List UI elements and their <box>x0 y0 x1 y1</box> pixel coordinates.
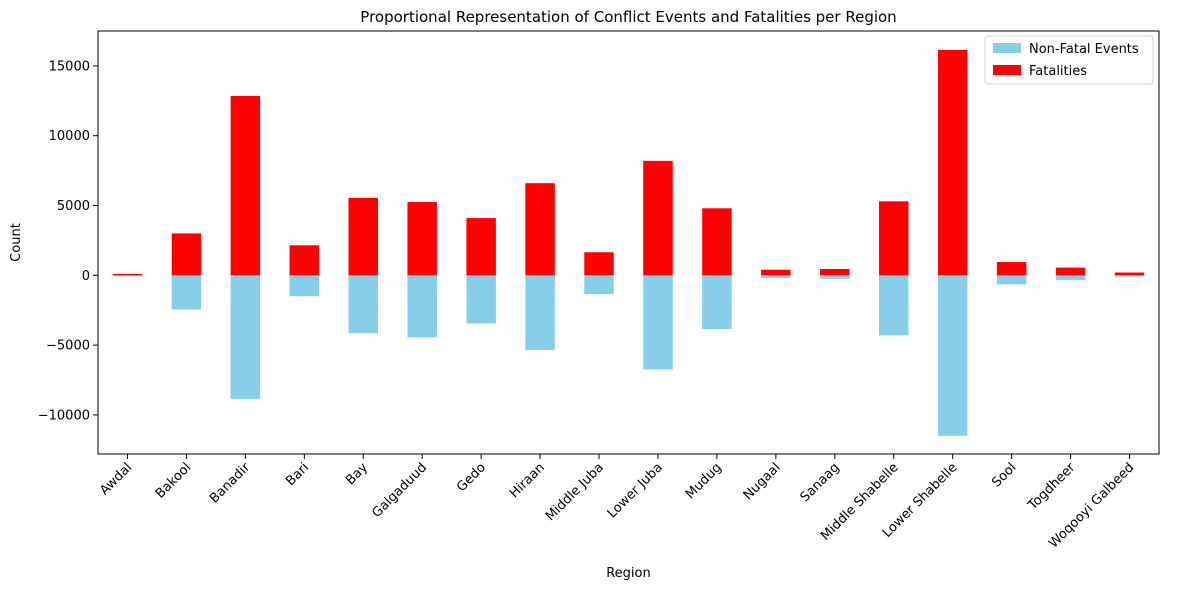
bar-non-fatal-events-bay <box>348 275 378 334</box>
x-tick-label: Sool <box>989 460 1019 490</box>
bar-fatalities-middle-juba <box>584 252 614 276</box>
bar-fatalities-gedo <box>466 218 496 276</box>
bar-non-fatal-events-awdal <box>112 275 143 277</box>
y-tick-label: 15000 <box>49 59 90 74</box>
bar-non-fatal-events-togdheer <box>1055 275 1086 281</box>
y-axis-title: Count <box>9 223 24 262</box>
bar-non-fatal-events-galgaduud <box>407 275 437 338</box>
legend-label-non-fatal-events: Non-Fatal Events <box>1029 42 1139 57</box>
y-tick-label: −10000 <box>38 408 90 423</box>
bar-non-fatal-events-lower-juba <box>643 275 673 370</box>
legend: Non-Fatal Events Fatalities <box>984 35 1154 85</box>
legend-swatch-non-fatal-events <box>993 43 1021 53</box>
x-tick-label: Galgaduud <box>369 460 430 521</box>
bars-group <box>112 49 1145 436</box>
x-tick-label: Bari <box>283 460 312 489</box>
bar-non-fatal-events-woqooyi-galbeed <box>1114 275 1145 277</box>
bar-fatalities-sool <box>996 262 1027 276</box>
x-tick-label: Sanaag <box>798 460 843 505</box>
bar-non-fatal-events-middle-shabelle <box>879 275 909 336</box>
x-tick-label: Awdal <box>97 460 135 498</box>
bar-non-fatal-events-bari <box>289 275 320 297</box>
bar-fatalities-lower-shabelle <box>937 49 968 276</box>
y-tick-label: 10000 <box>49 129 90 144</box>
bar-fatalities-sanaag <box>820 269 850 276</box>
bar-non-fatal-events-gedo <box>466 275 496 324</box>
bar-non-fatal-events-hiraan <box>525 275 555 350</box>
y-axis: −10000 −5000 0 5000 10000 15000 <box>38 59 98 423</box>
x-tick-label: Middle Juba <box>543 460 607 524</box>
x-tick-label: Bay <box>343 460 371 488</box>
x-tick-label: Hiraan <box>507 460 548 501</box>
bar-non-fatal-events-mudug <box>702 275 732 330</box>
x-axis-title: Region <box>606 566 651 581</box>
legend-label-fatalities: Fatalities <box>1029 64 1087 79</box>
bar-fatalities-middle-shabelle <box>879 201 909 276</box>
x-tick-label: Bakool <box>153 460 194 501</box>
bar-non-fatal-events-banadir <box>230 275 261 399</box>
bar-fatalities-bakool <box>171 233 202 276</box>
x-tick-label: Lower Juba <box>605 460 666 521</box>
bar-non-fatal-events-lower-shabelle <box>937 275 968 436</box>
bar-fatalities-lower-juba <box>643 160 673 276</box>
x-tick-label: Banadir <box>207 460 254 507</box>
bar-fatalities-woqooyi-galbeed <box>1114 272 1145 276</box>
bar-non-fatal-events-bakool <box>171 275 202 310</box>
bar-fatalities-galgaduud <box>407 202 437 276</box>
x-tick-label: Gedo <box>454 460 489 495</box>
legend-swatch-fatalities <box>993 65 1021 75</box>
x-tick-label: Togdheer <box>1025 460 1079 514</box>
bar-fatalities-togdheer <box>1055 267 1086 276</box>
bar-fatalities-hiraan <box>525 183 555 276</box>
bar-non-fatal-events-nugaal <box>761 275 791 279</box>
x-tick-label: Mudug <box>683 460 725 502</box>
bar-fatalities-mudug <box>702 208 732 276</box>
y-tick-label: −5000 <box>46 339 90 354</box>
bar-non-fatal-events-middle-juba <box>584 275 614 295</box>
chart-title: Proportional Representation of Conflict … <box>360 8 896 26</box>
bar-non-fatal-events-sanaag <box>820 275 850 279</box>
bar-fatalities-awdal <box>112 273 143 276</box>
bar-fatalities-nugaal <box>761 269 791 276</box>
y-tick-label: 0 <box>82 269 90 284</box>
bar-fatalities-bari <box>289 245 320 276</box>
bar-fatalities-bay <box>348 197 378 276</box>
plot-frame <box>97 30 1160 455</box>
y-tick-label: 5000 <box>57 199 90 214</box>
bar-non-fatal-events-sool <box>996 275 1027 285</box>
bar-fatalities-banadir <box>230 95 261 276</box>
legend-box <box>984 35 1154 85</box>
x-tick-label: Nugaal <box>741 460 784 503</box>
